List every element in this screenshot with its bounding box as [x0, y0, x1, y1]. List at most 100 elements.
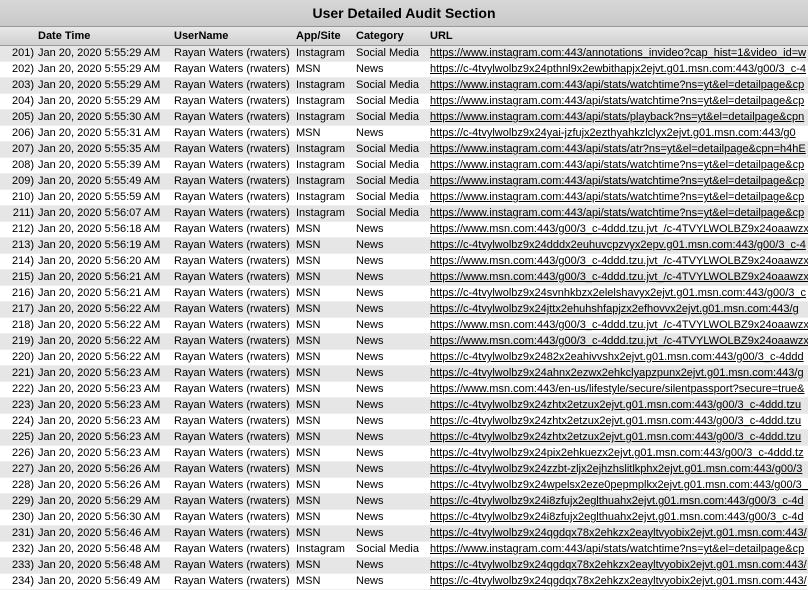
row-url[interactable]: https://www.instagram.com:443/api/stats/… [426, 78, 808, 93]
table-row[interactable]: 221)Jan 20, 2020 5:56:23 AMRayan Waters … [0, 366, 808, 382]
table-row[interactable]: 212)Jan 20, 2020 5:56:18 AMRayan Waters … [0, 222, 808, 238]
table-row[interactable]: 228)Jan 20, 2020 5:56:26 AMRayan Waters … [0, 478, 808, 494]
row-username: Rayan Waters (rwaters) [174, 254, 296, 269]
table-row[interactable]: 220)Jan 20, 2020 5:56:22 AMRayan Waters … [0, 350, 808, 366]
row-category: News [356, 366, 426, 381]
row-url[interactable]: https://c-4tvylwolbz9x24i8zfujx2eglthuah… [426, 494, 808, 509]
table-row[interactable]: 233)Jan 20, 2020 5:56:48 AMRayan Waters … [0, 558, 808, 574]
row-datetime: Jan 20, 2020 5:55:29 AM [34, 78, 174, 93]
table-row[interactable]: 204)Jan 20, 2020 5:55:29 AMRayan Waters … [0, 94, 808, 110]
row-datetime: Jan 20, 2020 5:56:22 AM [34, 334, 174, 349]
table-row[interactable]: 222)Jan 20, 2020 5:56:23 AMRayan Waters … [0, 382, 808, 398]
row-url[interactable]: https://www.instagram.com:443/api/stats/… [426, 158, 808, 173]
row-username: Rayan Waters (rwaters) [174, 398, 296, 413]
row-url[interactable]: https://c-4tvylwolbz9x24pix2ehkuezx2ejvt… [426, 446, 808, 461]
table-row[interactable]: 202)Jan 20, 2020 5:55:29 AMRayan Waters … [0, 62, 808, 78]
row-url[interactable]: https://c-4tvylwolbz9x24zzbt-zljx2ejhzhs… [426, 462, 808, 477]
row-datetime: Jan 20, 2020 5:56:21 AM [34, 270, 174, 285]
col-idx-header [0, 30, 34, 42]
row-datetime: Jan 20, 2020 5:55:29 AM [34, 62, 174, 77]
row-url[interactable]: https://c-4tvylwolbz9x24zhtx2etzux2ejvt.… [426, 398, 808, 413]
row-index: 206) [0, 126, 34, 141]
table-row[interactable]: 207)Jan 20, 2020 5:55:35 AMRayan Waters … [0, 142, 808, 158]
table-row[interactable]: 210)Jan 20, 2020 5:55:59 AMRayan Waters … [0, 190, 808, 206]
table-row[interactable]: 203)Jan 20, 2020 5:55:29 AMRayan Waters … [0, 78, 808, 94]
table-row[interactable]: 213)Jan 20, 2020 5:56:19 AMRayan Waters … [0, 238, 808, 254]
row-url[interactable]: https://www.msn.com:443/g00/3_c-4ddd.tzu… [426, 318, 808, 333]
row-url[interactable]: https://www.instagram.com:443/api/stats/… [426, 142, 808, 157]
row-url[interactable]: https://c-4tvylwolbz9x24ahnx2ezwx2ehkcly… [426, 366, 808, 381]
row-url[interactable]: https://c-4tvylwolbz9x24yai-jzfujx2ezthy… [426, 126, 808, 141]
row-url[interactable]: https://c-4tvylwolbz9x24svnhkbzx2elelsha… [426, 286, 808, 301]
row-url[interactable]: https://www.instagram.com:443/api/stats/… [426, 110, 808, 125]
row-url[interactable]: https://c-4tvylwolbz9x24i8zfujx2eglthuah… [426, 510, 808, 525]
row-category: News [356, 270, 426, 285]
row-url[interactable]: https://www.msn.com:443/g00/3_c-4ddd.tzu… [426, 222, 808, 237]
row-category: News [356, 350, 426, 365]
row-username: Rayan Waters (rwaters) [174, 126, 296, 141]
table-row[interactable]: 224)Jan 20, 2020 5:56:23 AMRayan Waters … [0, 414, 808, 430]
table-row[interactable]: 223)Jan 20, 2020 5:56:23 AMRayan Waters … [0, 398, 808, 414]
row-url[interactable]: https://c-4tvylwolbz9x24pthnl9x2ewbithap… [426, 62, 808, 77]
row-url[interactable]: https://c-4tvylwolbz9x2482x2eahivvshx2ej… [426, 350, 808, 365]
row-datetime: Jan 20, 2020 5:56:26 AM [34, 462, 174, 477]
row-index: 215) [0, 270, 34, 285]
table-row[interactable]: 215)Jan 20, 2020 5:56:21 AMRayan Waters … [0, 270, 808, 286]
row-url[interactable]: https://www.msn.com:443/g00/3_c-4ddd.tzu… [426, 334, 808, 349]
row-datetime: Jan 20, 2020 5:56:29 AM [34, 494, 174, 509]
row-url[interactable]: https://www.instagram.com:443/api/stats/… [426, 190, 808, 205]
row-appsite: MSN [296, 574, 356, 589]
table-row[interactable]: 209)Jan 20, 2020 5:55:49 AMRayan Waters … [0, 174, 808, 190]
table-row[interactable]: 201)Jan 20, 2020 5:55:29 AMRayan Waters … [0, 46, 808, 62]
row-url[interactable]: https://c-4tvylwolbz9x24qgdqx78x2ehkzx2e… [426, 558, 808, 573]
row-username: Rayan Waters (rwaters) [174, 430, 296, 445]
row-url[interactable]: https://c-4tvylwolbz9x24qgdqx78x2ehkzx2e… [426, 574, 808, 589]
row-url[interactable]: https://www.instagram.com:443/api/stats/… [426, 542, 808, 557]
row-appsite: MSN [296, 414, 356, 429]
table-row[interactable]: 214)Jan 20, 2020 5:56:20 AMRayan Waters … [0, 254, 808, 270]
row-url[interactable]: https://www.msn.com:443/g00/3_c-4ddd.tzu… [426, 270, 808, 285]
table-row[interactable]: 217)Jan 20, 2020 5:56:22 AMRayan Waters … [0, 302, 808, 318]
table-row[interactable]: 205)Jan 20, 2020 5:55:30 AMRayan Waters … [0, 110, 808, 126]
row-appsite: MSN [296, 526, 356, 541]
table-row[interactable]: 226)Jan 20, 2020 5:56:23 AMRayan Waters … [0, 446, 808, 462]
row-index: 202) [0, 62, 34, 77]
row-datetime: Jan 20, 2020 5:56:22 AM [34, 350, 174, 365]
row-url[interactable]: https://c-4tvylwolbz9x24zhtx2etzux2ejvt.… [426, 414, 808, 429]
row-url[interactable]: https://c-4tvylwolbz9x24dddx2euhuvcpzvyx… [426, 238, 808, 253]
row-datetime: Jan 20, 2020 5:56:26 AM [34, 478, 174, 493]
table-row[interactable]: 211)Jan 20, 2020 5:56:07 AMRayan Waters … [0, 206, 808, 222]
table-row[interactable]: 229)Jan 20, 2020 5:56:29 AMRayan Waters … [0, 494, 808, 510]
table-row[interactable]: 231)Jan 20, 2020 5:56:46 AMRayan Waters … [0, 526, 808, 542]
row-category: News [356, 318, 426, 333]
row-url[interactable]: https://www.msn.com:443/en-us/lifestyle/… [426, 382, 808, 397]
table-row[interactable]: 227)Jan 20, 2020 5:56:26 AMRayan Waters … [0, 462, 808, 478]
table-row[interactable]: 218)Jan 20, 2020 5:56:22 AMRayan Waters … [0, 318, 808, 334]
table-row[interactable]: 230)Jan 20, 2020 5:56:30 AMRayan Waters … [0, 510, 808, 526]
row-url[interactable]: https://c-4tvylwolbz9x24zhtx2etzux2ejvt.… [426, 430, 808, 445]
table-row[interactable]: 216)Jan 20, 2020 5:56:21 AMRayan Waters … [0, 286, 808, 302]
table-row[interactable]: 232)Jan 20, 2020 5:56:48 AMRayan Waters … [0, 542, 808, 558]
table-row[interactable]: 219)Jan 20, 2020 5:56:22 AMRayan Waters … [0, 334, 808, 350]
row-appsite: Instagram [296, 190, 356, 205]
row-url[interactable]: https://c-4tvylwolbz9x24wpelsx2eze0pepmp… [426, 478, 808, 493]
row-url[interactable]: https://www.instagram.com:443/api/stats/… [426, 206, 808, 221]
row-url[interactable]: https://www.msn.com:443/g00/3_c-4ddd.tzu… [426, 254, 808, 269]
row-category: Social Media [356, 94, 426, 109]
table-row[interactable]: 206)Jan 20, 2020 5:55:31 AMRayan Waters … [0, 126, 808, 142]
table-row[interactable]: 208)Jan 20, 2020 5:55:39 AMRayan Waters … [0, 158, 808, 174]
row-url[interactable]: https://www.instagram.com:443/annotation… [426, 46, 808, 61]
row-category: Social Media [356, 158, 426, 173]
row-username: Rayan Waters (rwaters) [174, 526, 296, 541]
table-row[interactable]: 225)Jan 20, 2020 5:56:23 AMRayan Waters … [0, 430, 808, 446]
row-datetime: Jan 20, 2020 5:56:49 AM [34, 574, 174, 589]
row-appsite: MSN [296, 510, 356, 525]
row-category: Social Media [356, 78, 426, 93]
row-appsite: MSN [296, 334, 356, 349]
table-row[interactable]: 234)Jan 20, 2020 5:56:49 AMRayan Waters … [0, 574, 808, 590]
row-url[interactable]: https://c-4tvylwolbz9x24qgdqx78x2ehkzx2e… [426, 526, 808, 541]
row-url[interactable]: https://c-4tvylwolbz9x24jttx2ehuhshfapjz… [426, 302, 808, 317]
row-datetime: Jan 20, 2020 5:56:48 AM [34, 558, 174, 573]
row-url[interactable]: https://www.instagram.com:443/api/stats/… [426, 94, 808, 109]
row-url[interactable]: https://www.instagram.com:443/api/stats/… [426, 174, 808, 189]
